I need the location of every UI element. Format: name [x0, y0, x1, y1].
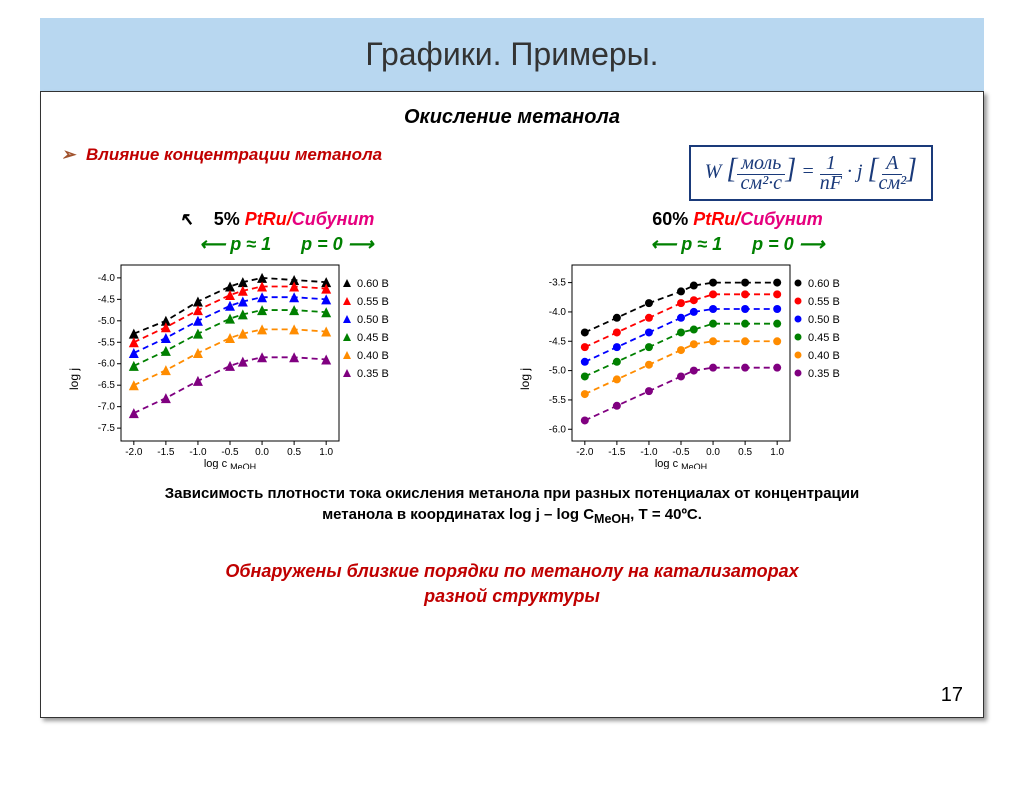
ylabel: log j	[67, 259, 83, 469]
svg-text:0.5: 0.5	[738, 447, 752, 458]
content-frame: Окисление метанола ➢ Влияние концентраци…	[40, 91, 984, 718]
slope-right: p = 0	[752, 234, 824, 255]
svg-text:-4.5: -4.5	[548, 336, 566, 347]
slopes-row: p ≈ 1 p = 0	[518, 234, 958, 255]
svg-text:0.5: 0.5	[287, 447, 301, 458]
svg-text:1.0: 1.0	[770, 447, 784, 458]
ylabel: log j	[518, 259, 534, 469]
subtitle: ➢ Влияние концентрации метанола	[61, 145, 689, 165]
svg-text:-0.5: -0.5	[672, 447, 690, 458]
svg-text:0.0: 0.0	[255, 447, 269, 458]
slope-right: p = 0	[301, 234, 373, 255]
charts-row: ↖5% PtRu/Сибунитp ≈ 1p = 0log j-2.0-1.5-…	[41, 209, 983, 469]
svg-text:-2.0: -2.0	[125, 447, 143, 458]
chart-plot: -2.0 -1.5 -1.0 -0.5 0.0 0.5 1.0 -7.5 -7.0 -6.5 -6.…	[83, 259, 413, 469]
svg-text:-1.0: -1.0	[640, 447, 658, 458]
svg-text:-0.5: -0.5	[221, 447, 239, 458]
slope-left: p ≈ 1	[199, 234, 271, 255]
formula-box: W [мольсм²·c] = 1nF · j [Aсм²]	[689, 145, 933, 201]
chart-header: ↖5% PtRu/Сибунит	[67, 209, 507, 230]
svg-text:0.60 B: 0.60 B	[357, 278, 389, 290]
caption: Зависимость плотности тока окисления мет…	[101, 483, 923, 529]
conclusion: Обнаружены близкие порядки по метанолу н…	[41, 559, 983, 609]
svg-text:-7.5: -7.5	[97, 423, 115, 434]
svg-text:0.45 B: 0.45 B	[357, 332, 389, 344]
svg-text:-5.0: -5.0	[548, 366, 566, 377]
caption-line2: метанола в координатах log j – log C	[322, 506, 594, 523]
svg-text:-3.5: -3.5	[548, 278, 566, 289]
svg-text:0.55 B: 0.55 B	[808, 296, 840, 308]
svg-text:0.35 B: 0.35 B	[357, 368, 389, 380]
plot-wrap: log j -2.0 -1.5 -1.0 -0.5 0.0 0.5 1.0 -7.5 -7.0 -6…	[67, 259, 507, 469]
page-title-bar: Графики. Примеры.	[40, 18, 984, 91]
chart-plot: -2.0 -1.5 -1.0 -0.5 0.0 0.5 1.0 -6.0 -5.5 -5.0 -4.…	[534, 259, 864, 469]
svg-text:-5.5: -5.5	[548, 395, 566, 406]
svg-text:-6.5: -6.5	[97, 380, 115, 391]
svg-text:-1.5: -1.5	[608, 447, 626, 458]
svg-text:-5.0: -5.0	[97, 316, 115, 327]
svg-text:-1.5: -1.5	[157, 447, 175, 458]
svg-text:-4.0: -4.0	[548, 307, 566, 318]
caption-tail: , T = 40ºC.	[630, 506, 702, 523]
svg-text:log c MeOH: log c MeOH	[203, 458, 255, 469]
slopes-row: p ≈ 1 p = 0	[67, 234, 507, 255]
svg-text:-1.0: -1.0	[189, 447, 207, 458]
svg-text:1.0: 1.0	[319, 447, 333, 458]
svg-text:0.55 B: 0.55 B	[357, 296, 389, 308]
chart-header: 60% PtRu/Сибунит	[518, 209, 958, 230]
chart-block: ↖5% PtRu/Сибунитp ≈ 1p = 0log j-2.0-1.5-…	[67, 209, 507, 469]
subtitle-row: ➢ Влияние концентрации метанола W [мольс…	[41, 145, 983, 201]
svg-text:-7.0: -7.0	[97, 402, 115, 413]
svg-text:0.60 B: 0.60 B	[808, 278, 840, 290]
svg-text:-4.5: -4.5	[97, 294, 115, 305]
svg-text:0.50 B: 0.50 B	[357, 314, 389, 326]
svg-text:-2.0: -2.0	[576, 447, 594, 458]
slope-left: p ≈ 1	[650, 234, 722, 255]
page-number: 17	[941, 684, 963, 707]
caption-sub: MeOH	[594, 512, 630, 526]
svg-text:-5.5: -5.5	[97, 337, 115, 348]
subtitle-text: Влияние концентрации метанола	[86, 145, 382, 164]
svg-text:0.35 B: 0.35 B	[808, 368, 840, 380]
svg-text:0.45 B: 0.45 B	[808, 332, 840, 344]
svg-text:-4.0: -4.0	[97, 273, 115, 284]
svg-text:-6.0: -6.0	[548, 424, 566, 435]
svg-text:0.0: 0.0	[706, 447, 720, 458]
svg-text:0.40 B: 0.40 B	[357, 350, 389, 362]
svg-text:0.40 B: 0.40 B	[808, 350, 840, 362]
slide-title: Окисление метанола	[41, 106, 983, 129]
caption-line1: Зависимость плотности тока окисления мет…	[165, 485, 859, 502]
conclusion-line2: разной структуры	[424, 586, 600, 606]
bullet-arrow-icon: ➢	[61, 145, 75, 164]
svg-text:0.50 B: 0.50 B	[808, 314, 840, 326]
chart-block: 60% PtRu/Сибунитp ≈ 1p = 0log j-2.0-1.5-…	[518, 209, 958, 469]
conclusion-line1: Обнаружены близкие порядки по метанолу н…	[225, 561, 798, 581]
svg-text:-6.0: -6.0	[97, 359, 115, 370]
svg-text:log c MeOH: log c MeOH	[654, 458, 706, 469]
plot-wrap: log j -2.0 -1.5 -1.0 -0.5 0.0 0.5 1.0 -6.0 -5.5 -5…	[518, 259, 958, 469]
cursor-icon: ↖	[179, 209, 194, 229]
